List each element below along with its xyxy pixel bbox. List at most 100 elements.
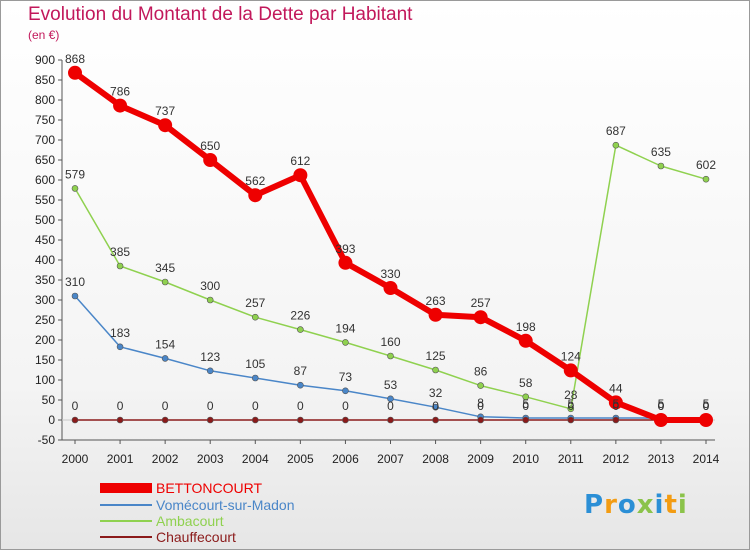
data-label: 579 [65,167,85,181]
data-label: 124 [561,349,581,363]
data-point [522,393,530,401]
y-tick-label: 800 [35,93,55,107]
data-label: 0 [387,399,394,413]
y-tick-label: 100 [35,373,55,387]
data-label: 868 [65,52,85,66]
data-label: 86 [474,365,488,379]
chart-subtitle: (en €) [28,28,60,42]
data-point [473,310,488,325]
data-label: 257 [245,296,265,310]
data-label: 310 [65,275,85,289]
data-point [612,416,620,424]
data-label: 635 [651,145,671,159]
data-point [387,395,394,403]
data-point [432,403,439,411]
legend-label: Ambacourt [156,513,224,529]
y-tick-label: 700 [35,133,55,147]
y-tick-label: 750 [35,113,55,127]
x-tick-label: 2007 [377,452,404,466]
x-tick-label: 2008 [422,452,449,466]
y-tick-label: 600 [35,173,55,187]
data-point [293,168,308,183]
data-label: 612 [290,154,310,168]
data-point [116,416,124,424]
data-point [342,339,349,346]
x-tick-label: 2014 [693,452,720,466]
data-label: 0 [613,399,620,413]
data-point [342,387,349,395]
data-point [567,416,575,424]
data-point [342,416,349,424]
x-tick-label: 2006 [332,452,359,466]
data-point [518,333,533,348]
y-tick-label: 200 [35,333,55,347]
data-label: 154 [155,337,175,351]
data-label: 73 [339,370,353,384]
data-point [68,65,82,80]
data-label: 0 [567,399,574,413]
data-label: 0 [432,399,439,413]
data-label: 87 [294,364,308,378]
data-point [297,381,304,389]
data-point [251,416,259,424]
data-label: 28 [564,388,578,402]
y-tick-label: 650 [35,153,55,167]
y-tick-label: 250 [35,313,55,327]
data-point [702,175,710,183]
data-label: 0 [658,399,665,413]
data-label: 44 [609,381,623,395]
data-label: 0 [207,399,214,413]
data-label: 5 [613,397,620,411]
data-label: 562 [245,174,265,188]
data-label: 687 [606,124,626,138]
data-point [432,416,439,424]
data-label: 5 [703,397,710,411]
data-point [206,416,214,424]
data-point [71,292,79,300]
y-tick-label: -50 [38,433,56,447]
data-label: 105 [245,357,265,371]
data-label: 0 [342,399,349,413]
data-point [567,405,575,413]
data-label: 5 [522,397,529,411]
data-label: 330 [380,267,400,281]
data-point [338,255,353,270]
x-tick-label: 2010 [512,452,539,466]
data-point [699,413,713,427]
data-point [428,307,443,322]
y-tick-label: 350 [35,273,55,287]
data-label: 0 [252,399,259,413]
data-label: 0 [297,399,304,413]
data-label: 0 [703,399,710,413]
data-label: 0 [703,399,710,413]
y-tick-label: 400 [35,253,55,267]
y-tick-label: 550 [35,193,55,207]
x-tick-label: 2000 [62,452,89,466]
data-label: 32 [429,386,443,400]
data-label: 53 [384,378,398,392]
x-tick-label: 2003 [197,452,224,466]
data-point [158,118,173,133]
data-label: 300 [200,279,220,293]
x-tick-label: 2012 [603,452,630,466]
data-point [116,343,124,351]
data-point [477,382,484,389]
data-point [71,416,79,424]
data-label: 5 [658,397,665,411]
proxiti-logo: Proxiti [584,490,688,520]
data-label: 226 [290,309,310,323]
data-point [387,416,394,424]
chart-title: Evolution du Montant de la Dette par Hab… [28,4,413,25]
legend-label: Chauffecourt [156,529,236,545]
x-tick-label: 2009 [467,452,494,466]
y-tick-label: 500 [35,213,55,227]
data-label: 0 [72,399,79,413]
data-label: 602 [696,158,716,172]
data-label: 0 [117,399,124,413]
data-point [477,416,484,424]
data-point [161,355,169,362]
data-point [251,374,259,382]
x-tick-label: 2011 [558,452,584,466]
y-tick-label: 300 [35,293,55,307]
